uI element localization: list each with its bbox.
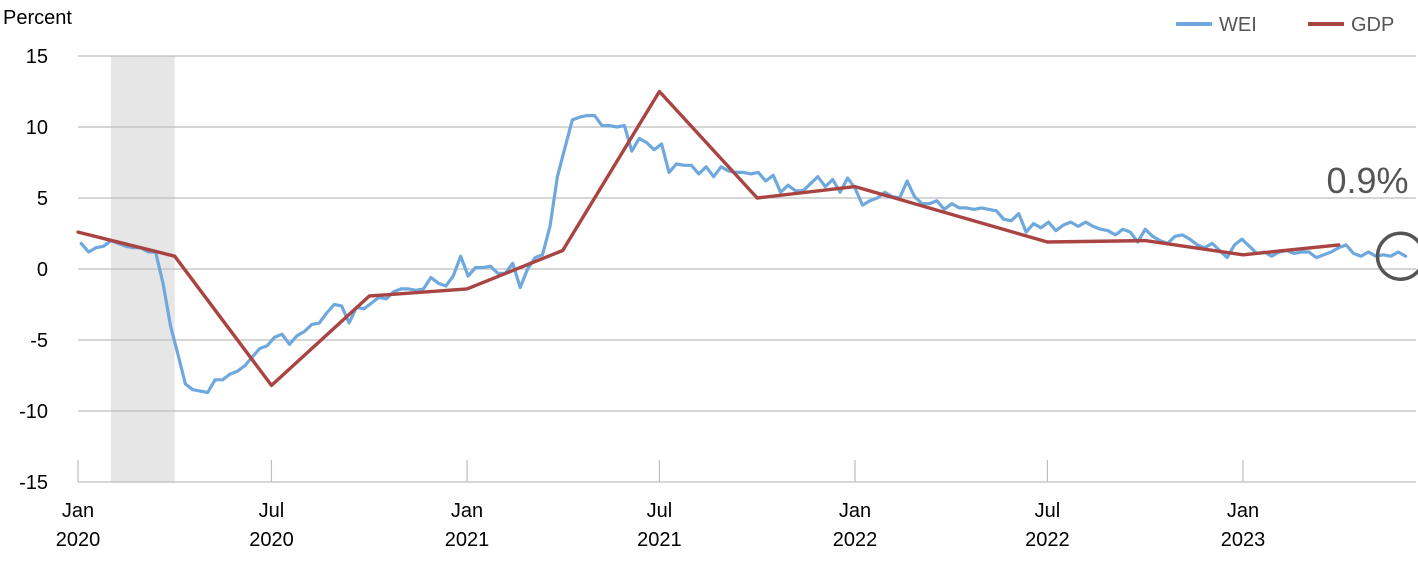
y-tick-label: 5 xyxy=(37,188,48,210)
series-line-wei xyxy=(79,113,1408,395)
x-tick-label-year: 2022 xyxy=(1025,529,1070,551)
series-line-gdp xyxy=(76,89,1341,388)
x-tick-label-month: Jan xyxy=(62,500,94,522)
x-tick-label-year: 2021 xyxy=(637,529,682,551)
legend-label-gdp: GDP xyxy=(1351,14,1394,36)
annotation-circle xyxy=(1375,231,1418,281)
x-tick-label-month: Jan xyxy=(1227,500,1259,522)
y-tick-label: -10 xyxy=(19,401,48,423)
y-tick-label: 0 xyxy=(37,259,48,281)
legend-label-wei: WEI xyxy=(1219,14,1257,36)
y-tick-label: -15 xyxy=(19,472,48,494)
series-lines xyxy=(76,89,1408,395)
x-tick-label-year: 2020 xyxy=(56,529,101,551)
y-tick-label: 15 xyxy=(26,46,48,68)
y-axis-label: Percent xyxy=(3,7,72,29)
x-axis-ticks: Jan 2020 Jul 2020 Jan 2021 Jul 2021 Jan 2022 Jul 20… xyxy=(56,460,1266,551)
x-tick-label-year: 2021 xyxy=(445,529,490,551)
x-tick-label-year: 2022 xyxy=(833,529,878,551)
y-tick-label: -5 xyxy=(30,330,48,352)
y-axis-tick-labels: 15 10 5 0 -5 -10 -15 xyxy=(19,46,48,494)
x-tick-label-month: Jan xyxy=(839,500,871,522)
gridlines xyxy=(78,55,1416,483)
x-tick-label-year: 2023 xyxy=(1221,529,1266,551)
x-tick-label-month: Jul xyxy=(647,500,673,522)
x-tick-label-year: 2020 xyxy=(249,529,294,551)
x-tick-label-month: Jan xyxy=(451,500,483,522)
annotation-label: 0.9% xyxy=(1326,160,1408,201)
annotation-layer: 0.9% xyxy=(1326,160,1418,281)
y-tick-label: 10 xyxy=(26,117,48,139)
x-tick-label-month: Jul xyxy=(259,500,285,522)
legend: WEI GDP xyxy=(1176,14,1394,36)
x-tick-label-month: Jul xyxy=(1035,500,1061,522)
